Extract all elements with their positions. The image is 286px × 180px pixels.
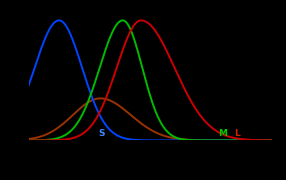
Text: L: L	[234, 129, 240, 138]
Text: S: S	[98, 129, 104, 138]
Text: M: M	[218, 129, 227, 138]
